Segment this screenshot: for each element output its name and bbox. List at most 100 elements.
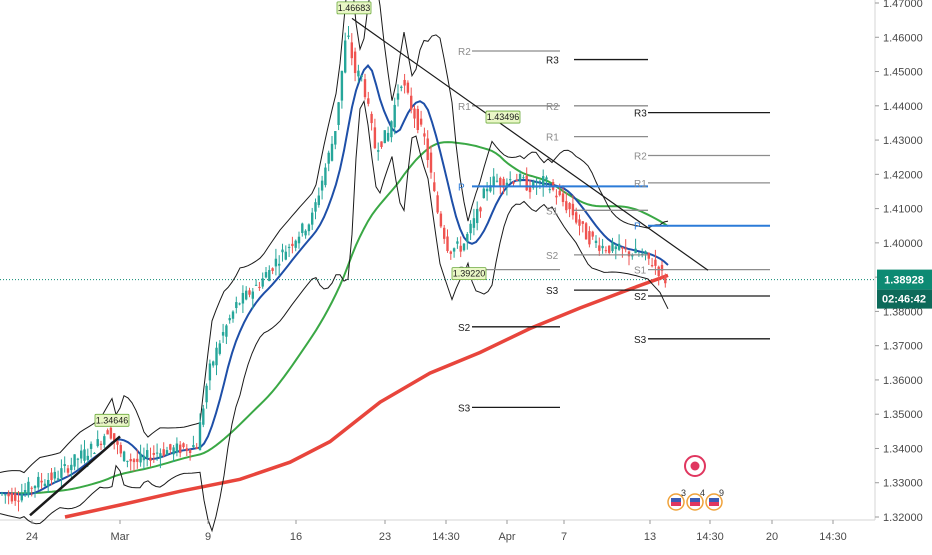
annotation-text: 1.46683: [338, 3, 371, 13]
up-candle: [205, 385, 208, 403]
up-candle: [274, 258, 278, 267]
up-candle: [23, 489, 27, 495]
annotation-box: [451, 267, 487, 280]
up-candle: [314, 202, 317, 212]
down-candle: [664, 275, 667, 284]
up-candle: [360, 75, 363, 77]
up-candle: [175, 443, 179, 453]
up-candle: [208, 363, 212, 381]
event-flag-icon[interactable]: 4: [686, 488, 705, 511]
down-candle: [439, 213, 443, 227]
up-candle: [37, 476, 40, 488]
annotation-text: 1.34646: [96, 415, 129, 425]
price-annotation: 1.43496: [485, 110, 521, 124]
up-candle: [238, 303, 241, 305]
event-count: 3: [681, 488, 686, 498]
up-candle: [386, 132, 390, 141]
x-tick-label: 24: [26, 531, 38, 543]
flag-stripe: [690, 502, 700, 506]
down-candle: [558, 190, 561, 196]
up-candle: [522, 177, 525, 179]
down-candle: [654, 259, 657, 266]
down-candle: [50, 472, 53, 481]
moving-averages: [0, 64, 669, 519]
down-candle: [499, 177, 502, 186]
up-candle: [327, 152, 330, 164]
down-candle: [353, 51, 357, 74]
flag-stripe: [671, 502, 681, 506]
annotation-box: [94, 413, 130, 427]
up-candle: [96, 439, 99, 447]
up-candle: [631, 255, 634, 257]
up-candle: [347, 35, 350, 37]
pivot-label: S3: [546, 286, 559, 297]
current-price-tag[interactable]: 1.38928: [877, 269, 932, 290]
event-count: 4: [700, 488, 705, 498]
down-candle: [162, 449, 165, 456]
down-candle: [413, 108, 416, 119]
up-candle: [390, 121, 393, 138]
up-candle: [284, 251, 287, 260]
pivot-label: R2: [634, 151, 647, 162]
down-candle: [571, 203, 575, 216]
y-tick-label: 1.36000: [883, 375, 923, 387]
down-candle: [515, 179, 518, 181]
down-candle: [119, 445, 122, 454]
up-candle: [251, 291, 254, 299]
down-candle: [598, 245, 601, 251]
up-candle: [139, 453, 142, 463]
event-alert-icon[interactable]: [684, 455, 706, 477]
up-candle: [324, 167, 327, 186]
up-candle: [268, 270, 271, 282]
down-candle: [502, 178, 505, 188]
up-candle: [545, 177, 548, 180]
y-tick-label: 1.40000: [883, 238, 923, 250]
down-candle: [291, 243, 294, 247]
up-candle: [317, 195, 320, 206]
price-annotation: 1.39220: [451, 267, 487, 280]
down-candle: [449, 251, 452, 254]
up-candle: [482, 188, 485, 199]
price-axis[interactable]: 1.47000 1.46000 1.45000 1.44000 1.43000 1.420…: [26, 0, 932, 543]
down-candle: [578, 219, 581, 226]
up-candle: [538, 181, 542, 183]
down-candle: [370, 113, 373, 124]
annotation-text: 1.39220: [453, 269, 486, 279]
up-candle: [47, 479, 50, 487]
down-candle: [568, 203, 571, 210]
up-candle: [261, 278, 264, 287]
up-candle: [4, 494, 7, 496]
down-candle: [30, 487, 33, 489]
current-price-tag-bg: [877, 269, 932, 290]
pivot-label: R1: [546, 133, 559, 144]
event-markers[interactable]: 3 4 9: [667, 455, 724, 511]
down-candle: [116, 441, 119, 445]
x-tick-label: 14:30: [432, 531, 460, 543]
event-flag-icon[interactable]: 9: [705, 488, 724, 511]
down-candle: [406, 82, 410, 93]
x-tick-label: Mar: [111, 531, 130, 543]
up-candle: [594, 240, 598, 244]
annotation-box: [485, 110, 521, 124]
y-tick-label: 1.46000: [883, 32, 923, 44]
y-tick-label: 1.33000: [883, 478, 923, 490]
down-candle: [528, 185, 532, 193]
up-candle: [245, 290, 248, 300]
up-candle: [311, 212, 314, 225]
up-candle: [56, 478, 60, 480]
x-tick-label: 13: [644, 531, 656, 543]
y-tick-label: 1.34000: [883, 443, 923, 455]
up-candle: [509, 179, 512, 181]
down-candle: [136, 458, 139, 462]
up-candle: [89, 443, 93, 449]
down-candle: [248, 290, 251, 295]
pivot-label: S2: [634, 292, 647, 303]
up-candle: [122, 451, 126, 462]
down-candle: [258, 286, 261, 288]
up-candle: [93, 452, 96, 454]
event-flag-icon[interactable]: 3: [667, 488, 686, 511]
y-tick-label: 1.45000: [883, 67, 923, 79]
descending-trendline: [351, 17, 709, 271]
